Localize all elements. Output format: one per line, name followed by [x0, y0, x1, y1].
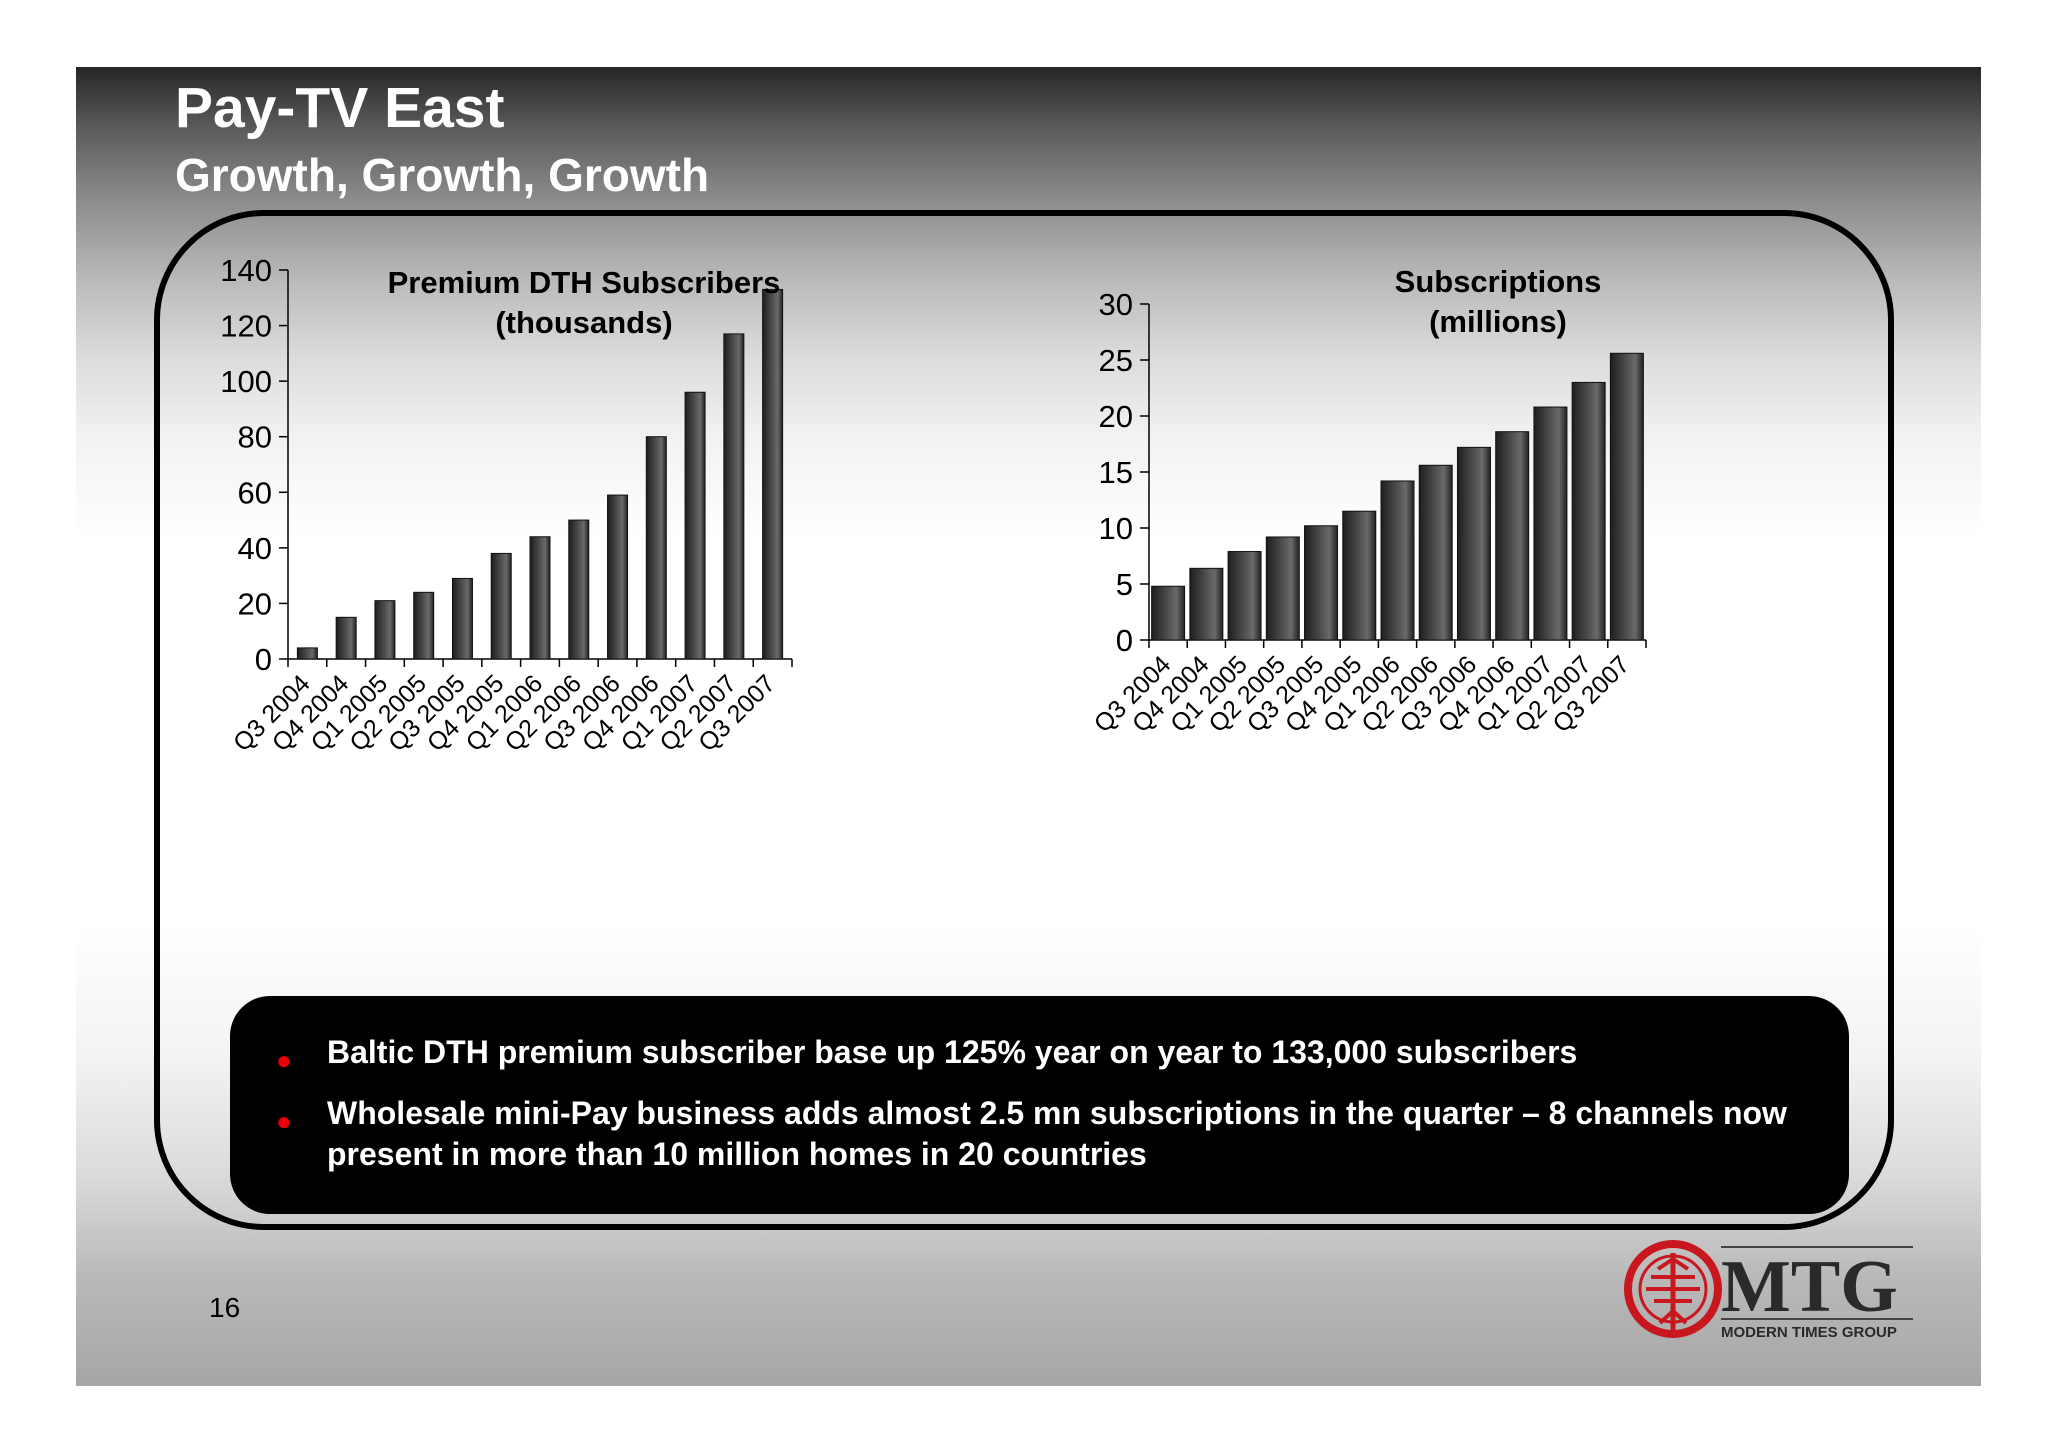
- chart-title: (millions): [1429, 304, 1567, 339]
- y-tick-label: 80: [238, 420, 272, 455]
- logo-wordmark: MTG: [1721, 1246, 1898, 1328]
- y-tick-label: 140: [220, 253, 272, 288]
- bar: [1571, 381, 1606, 641]
- y-tick-label: 0: [1116, 623, 1133, 658]
- key-points-box: ● Baltic DTH premium subscriber base up …: [230, 996, 1849, 1214]
- bar: [335, 616, 357, 660]
- y-tick-label: 0: [255, 642, 272, 677]
- y-tick-label: 15: [1099, 455, 1133, 490]
- bar: [1533, 406, 1568, 641]
- chart-title: Subscriptions: [1395, 264, 1602, 299]
- bar: [1456, 446, 1491, 641]
- y-tick-label: 10: [1099, 511, 1133, 546]
- y-tick-label: 25: [1099, 343, 1133, 378]
- logo-tagline: MODERN TIMES GROUP: [1721, 1324, 1897, 1341]
- chart-title: Premium DTH Subscribers: [388, 265, 781, 300]
- bar: [490, 552, 512, 660]
- bar: [1151, 585, 1186, 641]
- bar: [1189, 567, 1224, 641]
- chart-title: (thousands): [495, 305, 672, 340]
- bullet-item: ● Wholesale mini-Pay business adds almos…: [270, 1093, 1809, 1175]
- bullet-text: Wholesale mini-Pay business adds almost …: [327, 1095, 1787, 1172]
- y-tick-label: 20: [238, 586, 272, 621]
- y-tick-label: 40: [238, 531, 272, 566]
- slide-subtitle: Growth, Growth, Growth: [175, 149, 710, 201]
- slide-title: Pay-TV East: [175, 76, 505, 140]
- bar: [1304, 525, 1339, 641]
- bar: [374, 600, 396, 660]
- bar: [1495, 431, 1530, 641]
- chart-frame: [154, 210, 1894, 1230]
- bar: [607, 494, 629, 660]
- bar: [568, 519, 590, 660]
- bar: [1265, 536, 1300, 641]
- y-tick-label: 120: [220, 309, 272, 344]
- red-bullet-icon: ●: [276, 1106, 292, 1136]
- y-tick-label: 20: [1099, 399, 1133, 434]
- bar: [645, 436, 667, 660]
- slide: Pay-TV East Growth, Growth, Growth 0 20 40…: [76, 67, 1981, 1386]
- mtg-emblem-icon: [1624, 1240, 1722, 1338]
- bar: [413, 591, 435, 660]
- bullet-item: ● Baltic DTH premium subscriber base up …: [270, 1032, 1809, 1075]
- bullet-text: Baltic DTH premium subscriber base up 12…: [327, 1034, 1578, 1070]
- bar: [1342, 510, 1377, 641]
- bar: [684, 391, 706, 660]
- bar: [1227, 551, 1262, 641]
- bar: [762, 288, 784, 660]
- page-number: 16: [209, 1292, 241, 1323]
- y-tick-label: 30: [1099, 287, 1133, 322]
- bar: [529, 536, 551, 660]
- mtg-logo: MTG MODERN TIMES GROUP: [1624, 1240, 1913, 1341]
- bar: [1418, 464, 1453, 641]
- bar: [451, 577, 473, 660]
- bar: [296, 647, 318, 660]
- bar: [723, 333, 745, 660]
- y-tick-label: 100: [220, 364, 272, 399]
- y-tick-label: 5: [1116, 567, 1133, 602]
- y-tick-label: 60: [238, 475, 272, 510]
- red-bullet-icon: ●: [276, 1045, 292, 1075]
- bar: [1609, 352, 1644, 641]
- bar: [1380, 480, 1415, 641]
